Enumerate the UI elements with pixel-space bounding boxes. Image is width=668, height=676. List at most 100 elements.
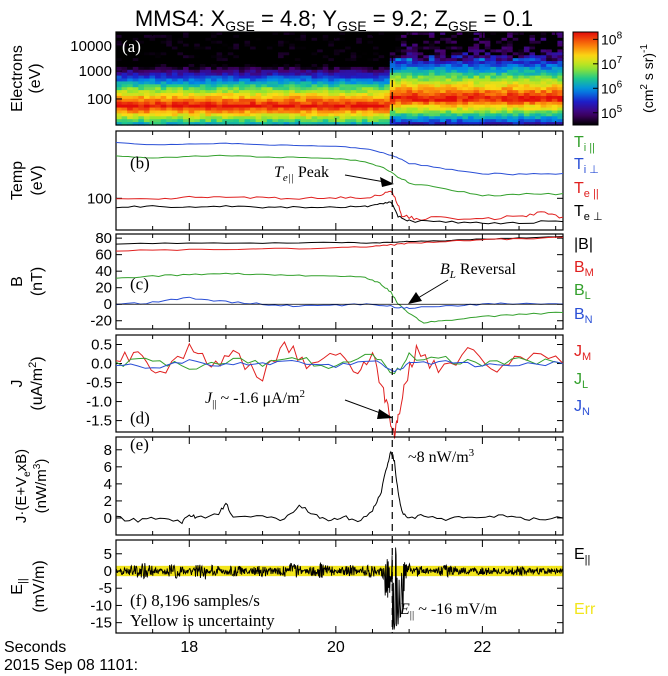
heatmap-cell [423, 55, 430, 59]
heatmap-cell [507, 55, 514, 59]
heatmap-cell [143, 104, 151, 109]
heatmap-cell [389, 63, 396, 68]
heatmap-cell [501, 40, 508, 45]
heatmap-cell [384, 37, 391, 42]
heatmap-cell [501, 84, 508, 88]
heatmap-cell [127, 72, 134, 77]
heatmap-cell [222, 46, 229, 51]
heatmap-cell [272, 52, 279, 56]
heatmap-cell [305, 107, 313, 112]
heatmap-cell [166, 58, 173, 62]
heatmap-cell [210, 37, 218, 42]
heatmap-cell [261, 90, 268, 94]
y-axis-label: Temp (eV) [9, 161, 46, 200]
heatmap-cell [428, 122, 436, 126]
heatmap-cell [300, 49, 307, 53]
heatmap-cell [479, 72, 486, 77]
heatmap-cell [244, 90, 251, 94]
heatmap-cell [194, 78, 201, 83]
heatmap-cell [328, 32, 335, 36]
heatmap-cell [378, 95, 385, 100]
heatmap-cell [305, 32, 313, 36]
heatmap-cell [361, 37, 369, 42]
heatmap-cell [495, 32, 503, 36]
heatmap-cell [361, 34, 369, 39]
heatmap-cell [305, 61, 313, 65]
legend-entry: JN [574, 398, 590, 418]
heatmap-cell [518, 101, 525, 106]
heatmap-cell [250, 40, 257, 45]
heatmap-cell [389, 122, 396, 126]
heatmap-cell [417, 122, 424, 126]
heatmap-cell [445, 104, 452, 109]
heatmap-cell [266, 90, 274, 94]
heatmap-cell [278, 101, 285, 106]
heatmap-cell [540, 113, 547, 117]
heatmap-cell [250, 93, 257, 97]
heatmap-cell [205, 84, 212, 88]
heatmap-cell [194, 75, 201, 80]
heatmap-cell [507, 66, 514, 71]
y-axis-label: J (uA/m2) [9, 356, 46, 410]
y-tick-label: 0 [104, 510, 112, 527]
heatmap-cell [289, 119, 296, 123]
heatmap-cell [529, 84, 536, 88]
heatmap-cell [367, 81, 374, 85]
heatmap-cell [339, 58, 346, 62]
heatmap-cell [194, 58, 201, 62]
heatmap-cell [261, 119, 268, 123]
y-label-line: E|| [9, 578, 29, 594]
heatmap-cell [328, 72, 335, 77]
heatmap-cell [183, 81, 190, 85]
heatmap-cell [121, 61, 128, 65]
heatmap-cell [546, 43, 553, 48]
heatmap-cell [138, 37, 145, 42]
heatmap-cell [423, 90, 430, 94]
heatmap-cell [529, 61, 536, 65]
heatmap-cell [216, 43, 223, 48]
heatmap-cell [283, 78, 290, 83]
heatmap-cell [149, 69, 156, 74]
heatmap-cell [373, 110, 380, 114]
heatmap-cell [350, 116, 357, 120]
heatmap-cell [512, 104, 519, 109]
heatmap-cell [384, 40, 391, 45]
heatmap-cell [199, 104, 206, 109]
heatmap-cell [557, 49, 564, 53]
heatmap-cell [389, 87, 396, 91]
heatmap-cell [210, 72, 218, 77]
heatmap-cell [322, 90, 329, 94]
heatmap-cell [311, 37, 318, 42]
y-axis-label: J·(E+VexB)(nW/m3) [13, 449, 50, 523]
heatmap-cell [160, 93, 167, 97]
heatmap-cell [311, 119, 318, 123]
heatmap-cell [406, 46, 413, 51]
heatmap-cell [367, 113, 374, 117]
heatmap-cell [216, 93, 223, 97]
heatmap-cell [227, 78, 234, 83]
heatmap-cell [300, 81, 307, 85]
heatmap-cell [149, 61, 156, 65]
heatmap-cell [417, 34, 424, 39]
heatmap-cell [423, 72, 430, 77]
heatmap-cell [518, 119, 525, 123]
heatmap-cell [210, 104, 218, 109]
heatmap-cell [557, 37, 564, 42]
heatmap-cell [540, 107, 547, 112]
heatmap-cell [423, 43, 430, 48]
annotation-arrow [344, 399, 384, 415]
heatmap-cell [143, 61, 151, 65]
heatmap-cell [199, 40, 206, 45]
legend-entry: JL [574, 371, 588, 391]
heatmap-cell [238, 75, 246, 80]
heatmap-cell [116, 46, 123, 51]
heatmap-cell [367, 78, 374, 83]
heatmap-cell [395, 49, 402, 53]
heatmap-cell [417, 84, 424, 88]
heatmap-cell [166, 75, 173, 80]
heatmap-cell [233, 40, 240, 45]
heatmap-cell [384, 32, 391, 36]
heatmap-cell [132, 37, 139, 42]
heatmap-cell [356, 61, 363, 65]
heatmap-cell [205, 63, 212, 68]
